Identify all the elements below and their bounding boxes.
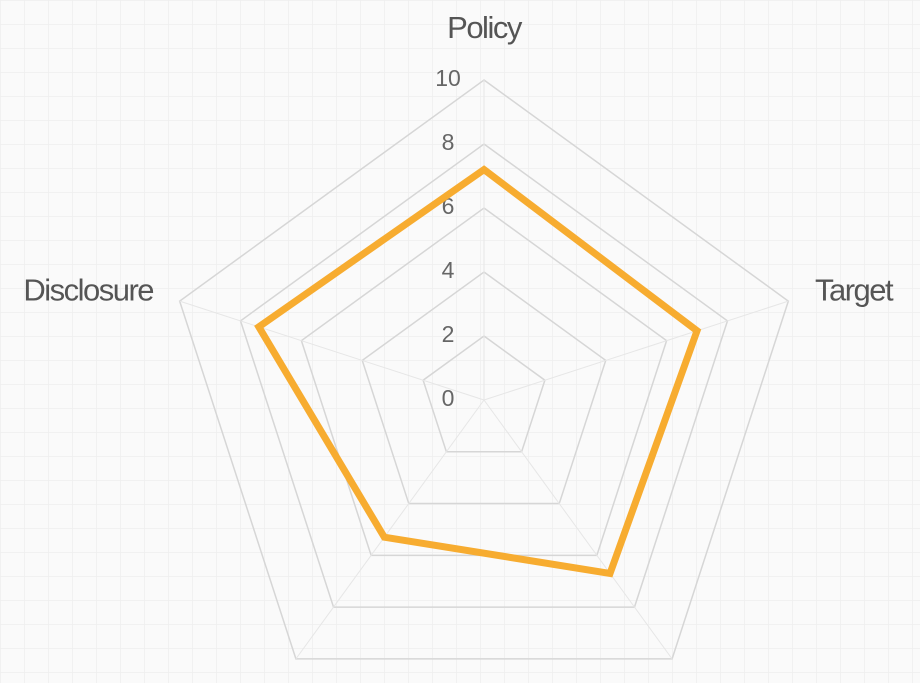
r-tick-label: 8 bbox=[442, 129, 455, 155]
category-label: Implementation bbox=[689, 680, 880, 683]
spoke bbox=[295, 399, 485, 660]
series-outline bbox=[254, 165, 702, 578]
grid-ring bbox=[422, 335, 546, 453]
r-tick-label: 10 bbox=[435, 65, 461, 91]
grid-ring bbox=[178, 79, 790, 660]
spoke bbox=[483, 399, 673, 660]
r-tick-label: 0 bbox=[442, 385, 455, 411]
grid-ring bbox=[361, 271, 607, 505]
category-label: Disclosure bbox=[23, 273, 153, 308]
r-tick-label: 4 bbox=[442, 257, 455, 283]
r-tick-label: 2 bbox=[442, 321, 455, 347]
category-label: Performance bbox=[118, 680, 279, 683]
grid-ring bbox=[239, 143, 729, 608]
spoke bbox=[179, 300, 485, 401]
spoke bbox=[483, 300, 789, 401]
category-label: Policy bbox=[447, 10, 523, 45]
category-label: Target bbox=[815, 273, 894, 308]
